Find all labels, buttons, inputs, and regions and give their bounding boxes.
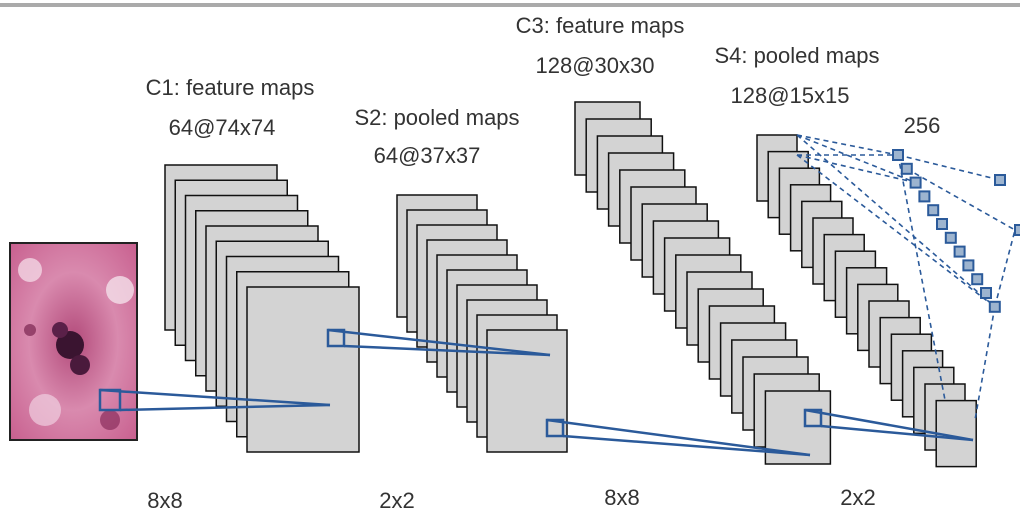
dense-link [995, 230, 1015, 307]
layer-size: 128@15x15 [731, 83, 850, 108]
layer-size: 128@30x30 [536, 53, 655, 78]
dense-link [797, 135, 898, 155]
kernel-label: 8x8 [147, 488, 182, 513]
dense-node [981, 288, 991, 298]
dense-node [946, 233, 956, 243]
dense-node [955, 247, 965, 257]
feature-map-stacks [165, 102, 976, 467]
dense-node [972, 274, 982, 284]
dense-node [963, 260, 973, 270]
dense-node [990, 302, 1000, 312]
layer-title: S2: pooled maps [354, 105, 519, 130]
dense-label: 256 [904, 113, 941, 138]
diagram: C1: feature maps 64@74x74 S2: pooled map… [0, 0, 1020, 515]
kernel-label: 8x8 [604, 485, 639, 510]
dense-node [893, 150, 903, 160]
dense-node [1015, 225, 1020, 235]
stack [397, 195, 567, 452]
dense-link [975, 307, 995, 420]
layer-title: S4: pooled maps [714, 43, 879, 68]
dense-node [902, 164, 912, 174]
dense-node [995, 175, 1005, 185]
layer-title: C3: feature maps [516, 13, 685, 38]
dense-node [928, 205, 938, 215]
dense-node [911, 178, 921, 188]
page: {"layers": [ {"title": "C1: feature maps… [0, 0, 1020, 515]
kernel-label: 2x2 [840, 485, 875, 510]
dense-node [937, 219, 947, 229]
kernel-label: 2x2 [379, 488, 414, 513]
layer-size: 64@37x37 [374, 143, 481, 168]
feature-map [247, 287, 359, 452]
layer-size: 64@74x74 [169, 115, 276, 140]
dense-link [898, 155, 1000, 180]
dense-node [919, 191, 929, 201]
layer-title: C1: feature maps [146, 75, 315, 100]
